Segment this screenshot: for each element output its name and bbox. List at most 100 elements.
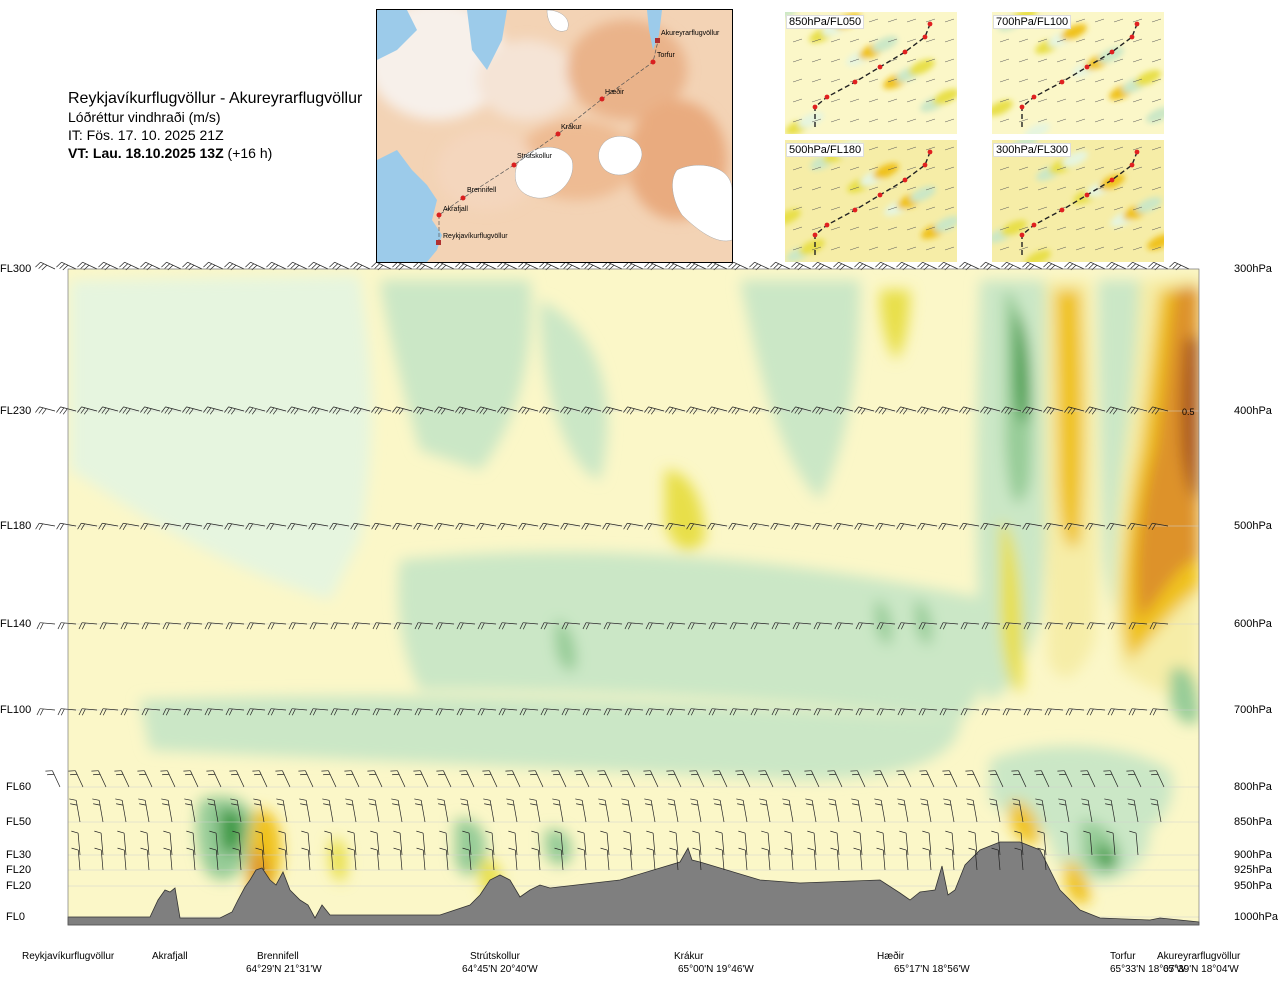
wind-barb [897,708,917,716]
wind-barb [120,622,140,630]
wind-barb [508,847,518,871]
station-label: Torfur [1110,951,1136,962]
wind-barb [574,770,590,788]
station-label: Reykjavíkurflugvöllur [22,951,115,962]
wind-barb [749,406,770,415]
flight-level-label: FL100 [0,704,32,716]
wind-barb [436,770,452,788]
wind-barb [1127,406,1148,415]
wind-barb [827,770,843,788]
wind-barb [712,770,728,788]
contour-region [1055,290,1084,548]
wind-barb [620,770,636,788]
wind-barb [224,522,245,530]
wind-barb [435,622,455,630]
wind-barb [729,708,749,716]
wind-barb [460,798,472,823]
wind-barb [959,522,980,530]
pressure-level-label: 800hPa [1234,781,1272,793]
wind-barb [938,522,959,530]
wind-barb [162,622,182,630]
wind-barb [1011,770,1027,788]
wind-barb [77,522,98,530]
wind-barb [209,830,219,856]
wind-barb [728,522,749,530]
flight-level-label: FL20 [6,864,32,876]
wind-barb [833,406,854,415]
wind-barb [184,798,196,823]
wind-barb [942,770,958,788]
station-coordinate: 65°33'N 18°07'W [1110,964,1186,975]
wind-barb [330,708,350,716]
wind-barb [1043,406,1064,415]
wind-barb [981,708,1001,716]
wind-barb [309,622,329,630]
wind-barb [874,798,886,823]
wind-barb [644,522,665,530]
thumbnail-300hpa[interactable]: 300hPa/FL300 [992,140,1164,262]
wind-barb [371,522,392,530]
thumbnail-700hpa[interactable]: 700hPa/FL100 [992,12,1164,134]
wind-barb [807,847,817,871]
wind-barb [1085,406,1106,415]
wind-barb [347,830,357,856]
wind-barb [246,708,266,716]
wind-barb [459,770,475,788]
wind-barb [804,770,820,788]
wind-barb [665,522,686,530]
wind-barb [230,798,242,823]
plot-frame [67,268,1200,926]
wind-barb [498,622,518,630]
wind-barb [182,406,203,415]
contour-region [540,300,608,480]
station-coordinate: 65°00'N 19°46'W [678,964,754,975]
wind-barb [623,522,644,530]
wind-barb [686,406,707,415]
thumbnail-850hpa[interactable]: 850hPa/FL050 [785,12,957,134]
contour-region [1015,310,1030,423]
wind-barb [414,798,426,823]
wind-barb [160,770,176,788]
wind-barb [581,522,602,530]
wind-barb [577,847,587,871]
wind-barb [540,622,560,630]
wind-barb [960,708,980,716]
wind-barb [91,770,107,788]
wind-barb [707,522,728,530]
wind-barb [834,622,854,630]
wind-barb [324,847,334,871]
wind-barb [918,708,938,716]
thumbnail-500hpa[interactable]: 500hPa/FL180 [785,140,957,262]
wind-barb [391,798,403,823]
wind-barb [876,830,886,856]
thumbnail-map [992,140,1164,262]
wind-barb [413,770,429,788]
issue-time: IT: Fös. 17. 10. 2025 21Z [68,127,224,143]
wind-barb [163,830,173,856]
flight-level-label: FL230 [0,405,32,417]
wind-barb [1086,708,1106,716]
wind-barb [813,708,833,716]
wind-barb [598,798,610,823]
wind-barb [855,708,875,716]
wind-barb [137,770,153,788]
wind-barb [1104,798,1116,823]
wind-barb [245,261,266,271]
wind-barb [529,798,541,823]
wind-barb [519,708,539,716]
wind-barb [141,622,161,630]
wind-barb [539,406,560,415]
wind-barb [393,830,403,856]
wind-barb [203,261,224,271]
wind-barb [761,847,771,871]
wind-barb [623,847,633,871]
wind-barb [1014,847,1024,871]
wind-barb [644,406,665,415]
wind-barb [371,406,392,415]
wind-barb [485,830,495,856]
wind-barb [1106,406,1127,415]
contour-region [880,290,910,360]
wind-barb [245,406,266,415]
wind-barb [1149,622,1169,630]
